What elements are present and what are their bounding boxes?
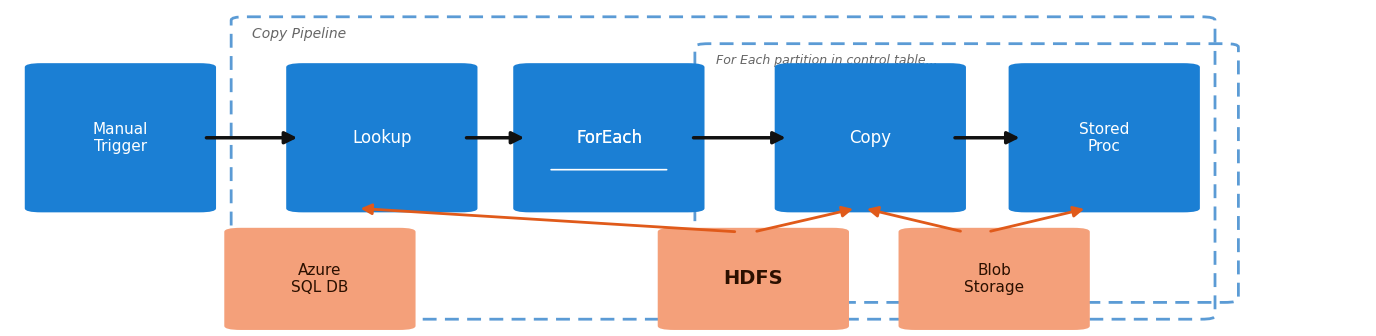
FancyBboxPatch shape — [899, 228, 1090, 330]
Text: Copy: Copy — [849, 129, 892, 147]
FancyBboxPatch shape — [1009, 63, 1200, 212]
Text: Manual
Trigger: Manual Trigger — [92, 122, 149, 154]
Text: Azure
SQL DB: Azure SQL DB — [292, 263, 348, 295]
Text: Copy Pipeline: Copy Pipeline — [252, 27, 345, 41]
FancyBboxPatch shape — [658, 228, 849, 330]
FancyBboxPatch shape — [513, 63, 705, 212]
Text: Stored
Proc: Stored Proc — [1079, 122, 1130, 154]
Text: HDFS: HDFS — [724, 269, 783, 288]
FancyBboxPatch shape — [286, 63, 477, 212]
Text: For Each partition in control table...: For Each partition in control table... — [716, 54, 937, 67]
Text: Lookup: Lookup — [352, 129, 411, 147]
FancyBboxPatch shape — [224, 228, 416, 330]
Text: Blob
Storage: Blob Storage — [965, 263, 1024, 295]
FancyBboxPatch shape — [25, 63, 216, 212]
FancyBboxPatch shape — [775, 63, 966, 212]
Text: ForEach: ForEach — [577, 129, 641, 147]
Text: ForEach: ForEach — [577, 129, 641, 147]
